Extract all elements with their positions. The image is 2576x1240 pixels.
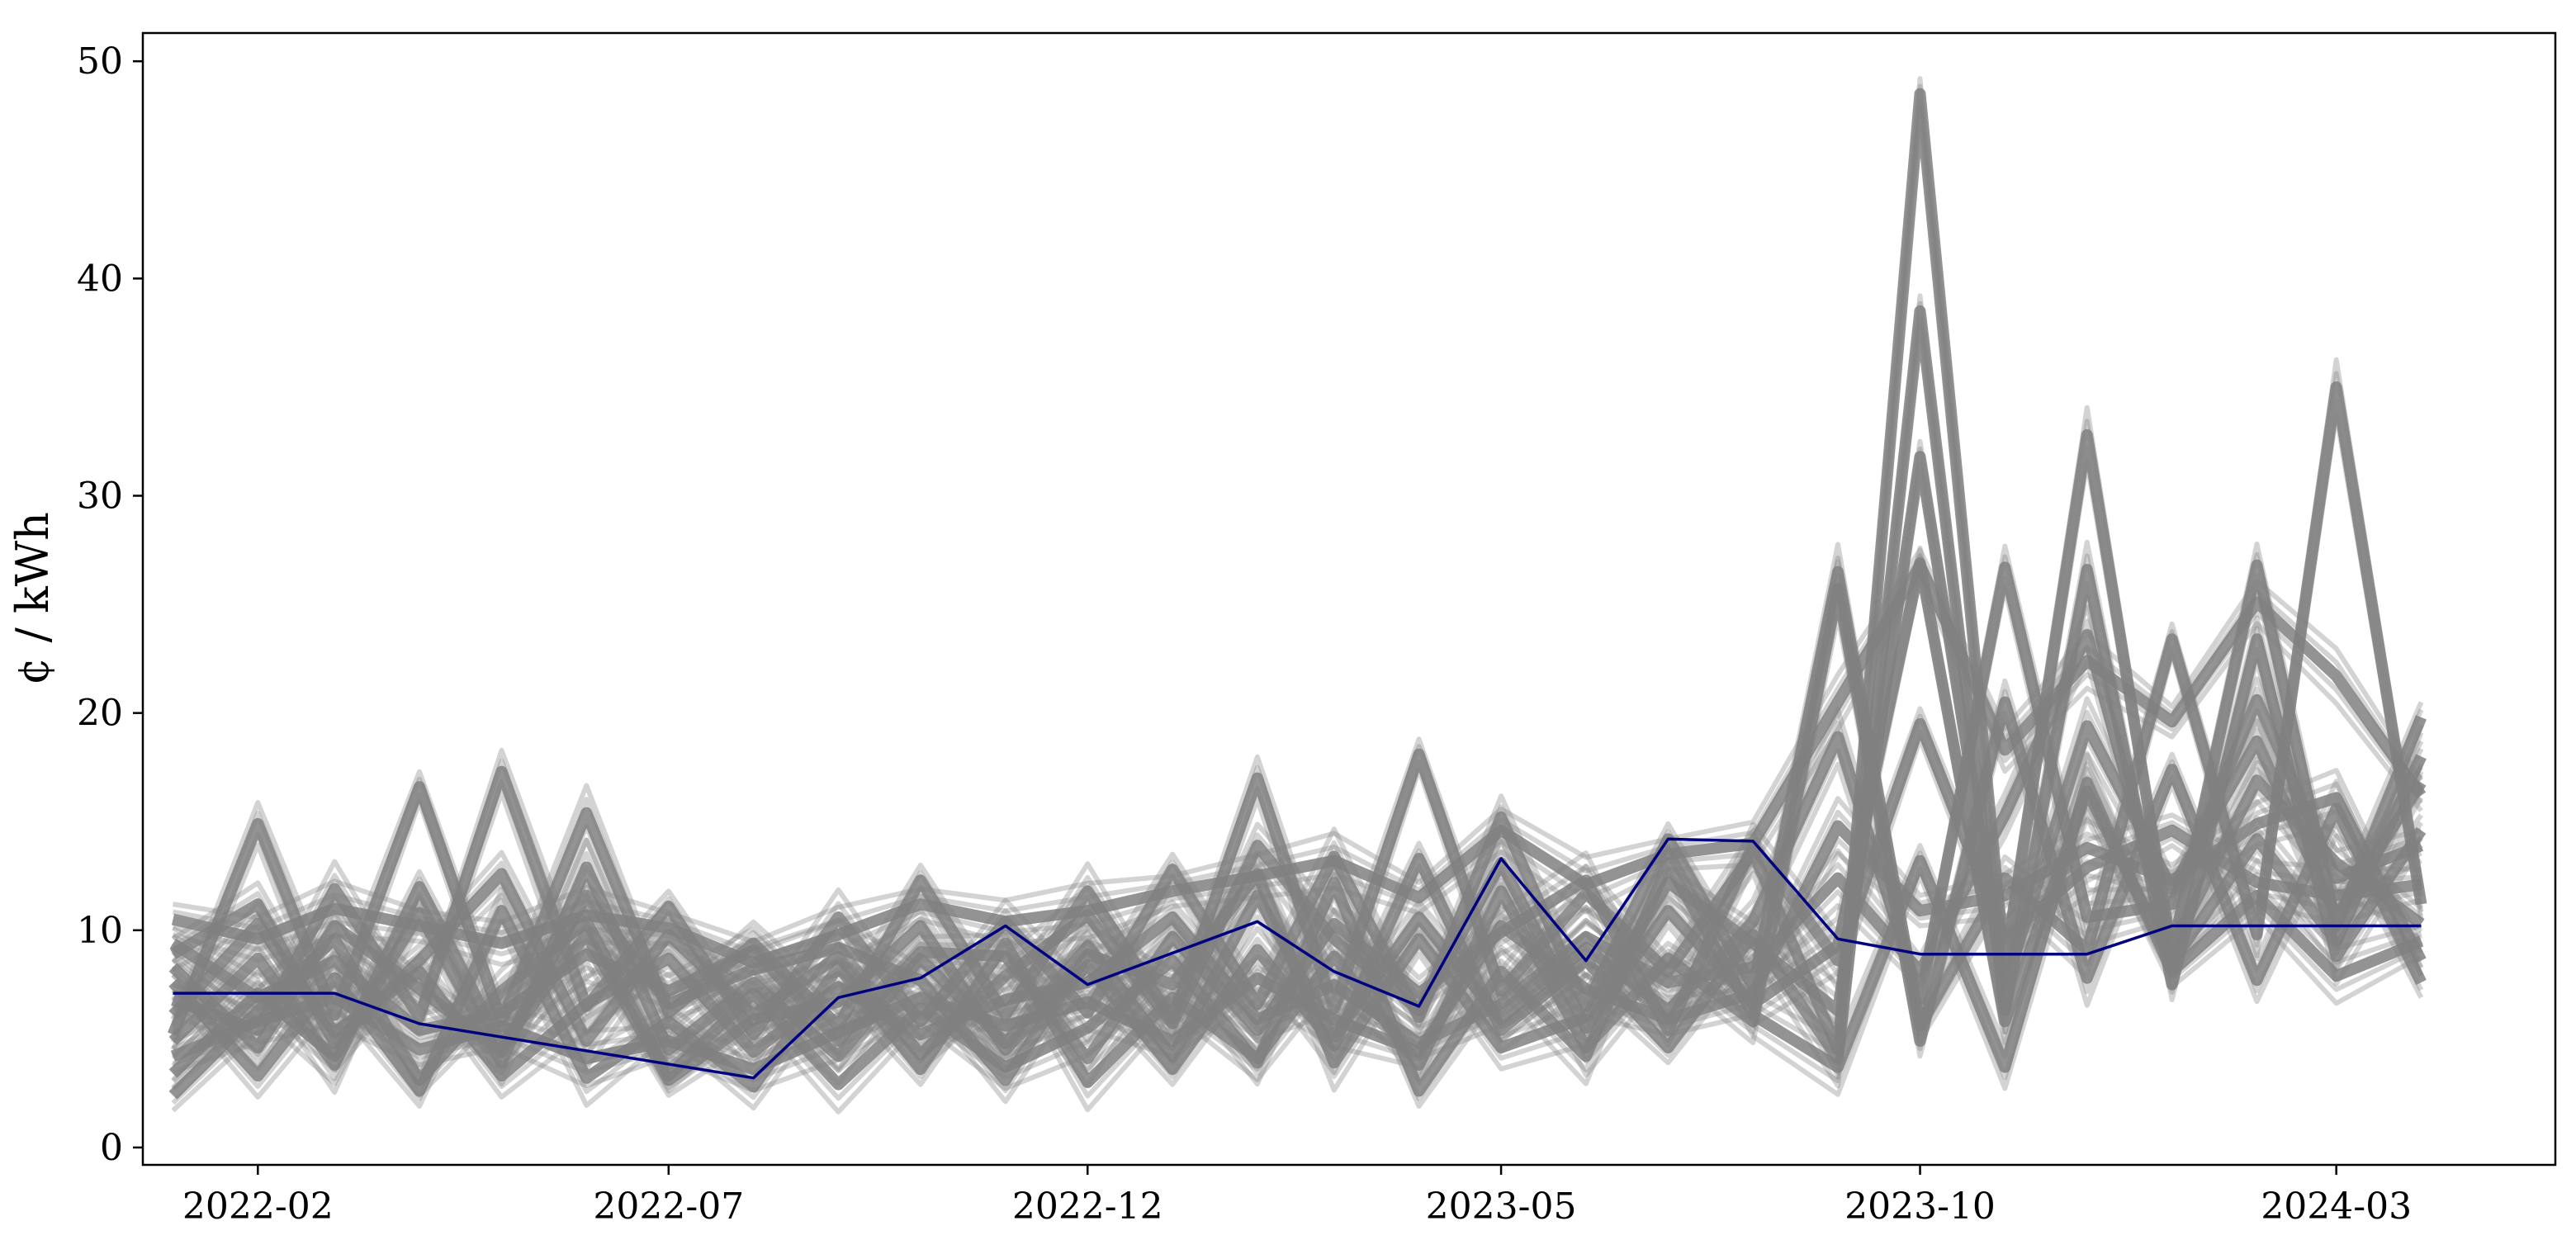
x-tick-label: 2022-07 [593,1186,744,1228]
ensemble-line [171,316,2424,1091]
y-tick-label: 30 [77,476,123,518]
ensemble-line [171,446,2424,1072]
ensemble-line [171,438,2423,1062]
x-tick-label: 2022-12 [1012,1186,1163,1228]
ensemble-line [171,545,2424,1042]
ensemble-line [172,822,2424,1093]
ensemble-line [171,552,2424,1049]
x-tick-label: 2024-03 [2261,1186,2412,1228]
ensemble-line [171,324,2424,1098]
ensemble-lines [168,76,2427,1115]
highlight-line [173,837,2422,1080]
y-axis: 0 10 20 30 40 50 [77,40,143,1169]
ensemble-line [171,729,2422,1075]
ensemble-line [171,469,2424,1105]
ensemble-line [171,461,2424,1094]
x-tick-label: 2023-10 [1844,1186,1996,1228]
highlight-series-line [173,837,2422,1080]
y-axis-label: ¢ / kWh [7,512,59,685]
x-tick-label: 2023-05 [1426,1186,1577,1228]
y-tick-label: 10 [77,910,123,952]
ensemble-line [171,618,2423,1068]
y-tick-label: 20 [77,693,123,735]
plot-frame [141,31,2557,1167]
y-tick-label: 40 [77,258,123,300]
y-tick-label: 0 [100,1127,123,1169]
x-axis: 2022-02 2022-07 2022-12 2023-05 2023-10 2024-… [182,1165,2412,1228]
ensemble-line [171,646,2423,1089]
y-tick-label: 50 [77,40,123,83]
ensemble-line [168,451,2427,1086]
ensemble-line [172,808,2424,1083]
x-tick-label: 2022-02 [182,1186,334,1228]
ensemble-line [172,706,2422,1034]
ensemble-line [171,660,2422,1100]
